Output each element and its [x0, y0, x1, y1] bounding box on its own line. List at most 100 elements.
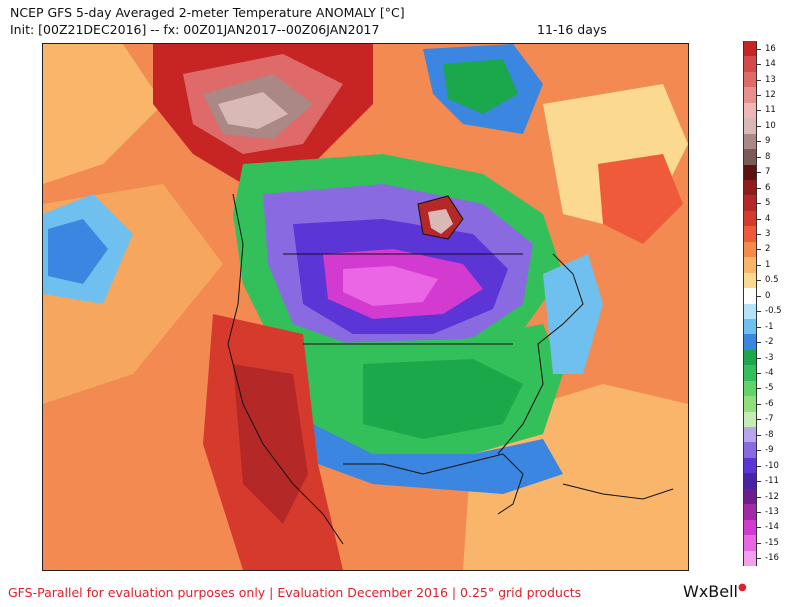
color-scale-swatch [743, 288, 757, 304]
color-scale-swatch [743, 179, 757, 196]
color-scale-label: -11 [765, 476, 779, 487]
color-scale-label: -16 [765, 553, 779, 564]
color-scale-swatch [743, 102, 757, 119]
color-scale-tick [757, 110, 761, 112]
color-scale-tick [757, 249, 761, 251]
forecast-range: 11-16 days [537, 22, 607, 37]
color-scale-label: 8 [765, 151, 771, 162]
color-scale-tick [757, 234, 761, 235]
color-scale-label: -13 [765, 506, 779, 517]
color-scale-tick [757, 295, 761, 297]
color-scale-swatch [743, 504, 757, 521]
color-scale-tick [757, 280, 761, 282]
color-scale-swatch [743, 488, 757, 505]
color-scale-label: 6 [765, 182, 771, 193]
field-patch [598, 154, 683, 244]
color-scale-label: 7 [765, 167, 771, 178]
title-block: NCEP GFS 5-day Averaged 2-meter Temperat… [10, 4, 650, 38]
color-scale-swatch [743, 71, 757, 88]
color-scale-tick [757, 264, 761, 266]
color-scale-swatch [743, 226, 757, 243]
color-scale-swatch [743, 334, 757, 351]
field-patch [343, 266, 438, 306]
color-scale-tick [757, 511, 761, 513]
color-scale-swatch [743, 318, 757, 335]
color-scale-swatch [743, 210, 757, 227]
color-scale-label: -15 [765, 537, 779, 548]
color-scale-tick [757, 419, 761, 421]
color-scale-swatch [743, 195, 757, 212]
color-scale-swatch [743, 272, 757, 289]
field-patch [443, 59, 518, 114]
color-scale-tick [757, 465, 761, 467]
color-scale-swatch [743, 365, 757, 382]
color-scale-tick [757, 187, 761, 189]
color-scale-tick [757, 79, 761, 81]
brand-dot-icon: ● [738, 582, 747, 593]
color-scale-label: -7 [765, 414, 774, 425]
color-scale-tick [757, 48, 761, 50]
color-scale-label: 2 [765, 244, 771, 255]
color-scale-tick [757, 64, 761, 66]
color-scale-label: 11 [765, 105, 776, 116]
color-scale-tick [757, 434, 761, 436]
color-scale-swatch [743, 535, 757, 552]
color-scale-tick [757, 496, 761, 498]
color-scale-label: 14 [765, 59, 776, 70]
color-scale-tick [757, 372, 761, 374]
color-scale-label: -3 [765, 352, 774, 363]
color-scale-swatch [743, 442, 757, 459]
color-scale-label: 13 [765, 74, 776, 85]
color-scale-swatch [743, 550, 757, 567]
color-scale-swatch [743, 149, 757, 166]
color-scale-swatch [743, 118, 757, 135]
color-scale-swatch [743, 41, 757, 57]
color-scale-swatch [743, 427, 757, 443]
brand-logo: WxBell● [683, 582, 747, 601]
color-scale-swatch [743, 164, 757, 181]
color-scale-tick [757, 95, 761, 97]
color-scale-label: 0 [765, 290, 771, 301]
color-scale-swatch [743, 380, 757, 397]
footer-note: GFS-Parallel for evaluation purposes onl… [8, 585, 582, 600]
color-scale-swatch [743, 257, 757, 274]
color-scale-label: -5 [765, 383, 774, 394]
color-scale-swatch [743, 56, 757, 73]
color-scale-swatch [743, 396, 757, 413]
color-scale-swatch [743, 241, 757, 258]
color-scale-label: 16 [765, 43, 776, 54]
color-scale-tick [757, 542, 761, 544]
field-patch [233, 364, 308, 524]
color-scale-tick [757, 357, 761, 359]
color-scale-swatch [743, 473, 757, 490]
field-patch [363, 359, 523, 439]
init-line: Init: [00Z21DEC2016] -- fx: 00Z01JAN2017… [10, 22, 380, 37]
color-scale-tick [757, 558, 761, 560]
color-scale-label: -10 [765, 460, 779, 471]
color-scale-label: 9 [765, 136, 771, 147]
color-scale-label: -4 [765, 367, 774, 378]
color-scale-label: -0.5 [765, 306, 782, 317]
color-scale-label: 3 [765, 229, 771, 239]
anomaly-map-svg [43, 44, 688, 570]
field-patch [43, 44, 163, 184]
color-scale-tick [757, 141, 761, 143]
color-scale-label: 1 [765, 259, 771, 270]
color-scale-tick [757, 527, 761, 529]
field-patch [313, 424, 563, 494]
color-scale-label: -8 [765, 429, 774, 440]
color-scale-tick [757, 125, 761, 127]
color-scale-label: 4 [765, 213, 771, 224]
color-scale-tick [757, 403, 761, 405]
color-scale-tick [757, 203, 761, 205]
color-scale-swatch [743, 349, 757, 366]
color-scale-swatch [743, 411, 757, 428]
color-scale-tick [757, 156, 761, 158]
color-scale-tick [757, 326, 761, 328]
field-patch [218, 92, 288, 129]
color-scale-tick [757, 342, 761, 344]
color-scale-label: 12 [765, 90, 776, 101]
color-scale-swatch [743, 303, 757, 320]
color-scale-tick [757, 311, 761, 313]
color-scale-label: -6 [765, 398, 774, 409]
